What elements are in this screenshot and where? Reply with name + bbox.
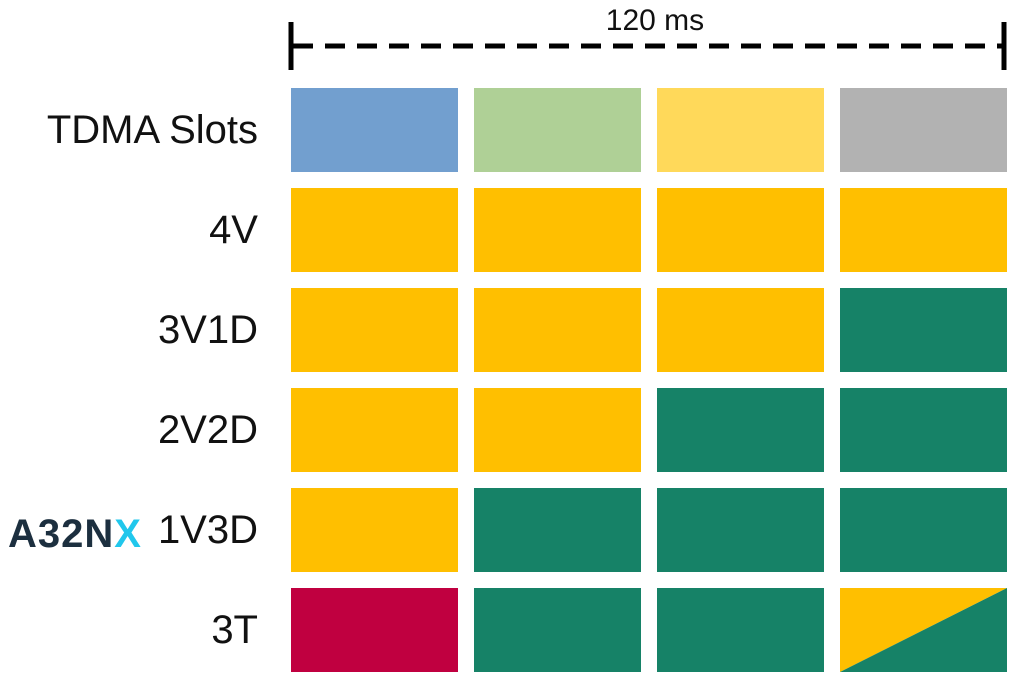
slot-cell [657, 488, 824, 572]
slot-cell [657, 88, 824, 172]
slot-cell [291, 388, 458, 472]
timeline-span-icon [288, 22, 1007, 70]
slot-cell [840, 188, 1007, 272]
timeline-indicator: 120 ms [0, 0, 1014, 80]
slot-cell [657, 388, 824, 472]
slot-cell [291, 588, 458, 672]
brand-logo-accent: X [114, 512, 142, 556]
slot-cell [474, 288, 641, 372]
slot-cell [291, 288, 458, 372]
brand-logo-text: A32N [8, 512, 115, 556]
slot-cell [840, 388, 1007, 472]
duration-label: 120 ms [605, 4, 705, 37]
slot-cell [657, 588, 824, 672]
slot-cell [474, 388, 641, 472]
row-label: TDMA Slots [46, 108, 258, 152]
row-label: 4V [209, 208, 258, 252]
slot-cell [474, 588, 641, 672]
slot-cell [291, 488, 458, 572]
row-label: 3V1D [157, 308, 258, 352]
row-label: 2V2D [157, 408, 258, 452]
slot-cell [291, 188, 458, 272]
row-label: 3T [211, 608, 258, 652]
slot-cell [474, 88, 641, 172]
split-slot-icon [840, 588, 1007, 672]
slot-cell [291, 88, 458, 172]
slot-cell [840, 288, 1007, 372]
slot-cell [840, 588, 1007, 672]
slot-cell [840, 488, 1007, 572]
row-label: 1V3D [157, 508, 258, 552]
slot-cell [474, 488, 641, 572]
slot-cell [657, 188, 824, 272]
slot-cell [474, 188, 641, 272]
slot-cell [657, 288, 824, 372]
brand-logo: A32NX [8, 492, 142, 576]
slot-cell [840, 88, 1007, 172]
